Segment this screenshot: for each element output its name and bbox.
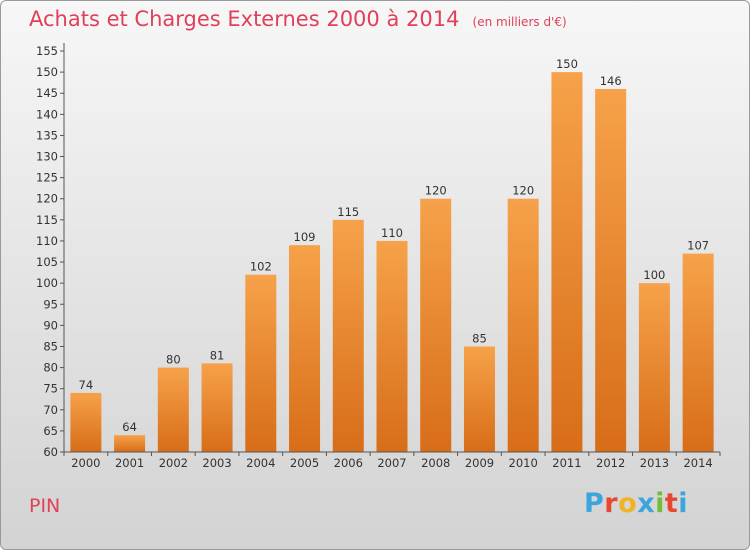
y-tick-label: 140 [36, 107, 58, 121]
x-tick-label-2005: 2005 [290, 456, 319, 470]
data-label-2005: 109 [294, 230, 316, 244]
logo-letter: P [584, 488, 605, 519]
bar-2001 [114, 435, 146, 452]
bar-2006 [332, 219, 364, 452]
y-tick-label: 80 [43, 361, 58, 375]
x-tick-label-2010: 2010 [509, 456, 538, 470]
y-tick-label: 85 [43, 339, 58, 353]
x-tick-label-2014: 2014 [683, 456, 712, 470]
x-tick-label-2003: 2003 [202, 456, 231, 470]
x-tick-label-2000: 2000 [71, 456, 100, 470]
bar-2008 [420, 198, 452, 452]
data-label-2006: 115 [337, 205, 359, 219]
chart-subtitle: (en milliers d'€) [472, 15, 567, 29]
y-tick-label: 65 [43, 424, 58, 438]
logo-letter: t [664, 488, 679, 519]
data-label-2012: 146 [600, 74, 622, 88]
y-tick-label: 150 [36, 65, 58, 79]
bar-2012 [595, 88, 627, 452]
bar-2005 [289, 245, 321, 452]
y-tick-label: 135 [36, 128, 58, 142]
title-row: Achats et Charges Externes 2000 à 2014 (… [29, 7, 567, 31]
bar-2010 [507, 198, 539, 452]
y-tick-label: 75 [43, 382, 58, 396]
data-label-2000: 74 [79, 378, 94, 392]
y-tick-label: 105 [36, 255, 58, 269]
proxiti-logo: Proxiti [584, 488, 688, 519]
y-tick-label: 90 [43, 318, 58, 332]
data-labels: 74 64 80 81 102 109 115 110 120 85 120 150 146 100 107 [79, 57, 710, 434]
x-tick-label-2007: 2007 [377, 456, 406, 470]
x-tick-label-2011: 2011 [552, 456, 581, 470]
y-axis: 60 65 70 75 80 85 90 95 100 105 110 115 120 125 130 135… [36, 43, 65, 459]
chart-title: Achats et Charges Externes 2000 à 2014 [29, 7, 460, 31]
x-tick-label-2004: 2004 [246, 456, 275, 470]
logo-letter: x [637, 488, 656, 519]
bar-2004 [245, 274, 277, 452]
bar-2002 [157, 367, 189, 452]
x-tick-label-2013: 2013 [640, 456, 669, 470]
x-tick-label-2009: 2009 [465, 456, 494, 470]
x-tick-label-2012: 2012 [596, 456, 625, 470]
y-tick-label: 110 [36, 234, 58, 248]
x-tick-label-2002: 2002 [159, 456, 188, 470]
y-tick-label: 60 [43, 445, 58, 459]
y-tick-label: 100 [36, 276, 58, 290]
y-tick-label: 70 [43, 403, 58, 417]
y-tick-label: 155 [36, 44, 58, 58]
bar-2003 [201, 363, 233, 452]
bar-2009 [463, 346, 495, 452]
bar-2014 [682, 253, 714, 452]
logo-letter: r [604, 488, 619, 519]
y-tick-label: 95 [43, 297, 58, 311]
bar-2013 [638, 283, 670, 452]
commune-name: PIN [29, 495, 61, 517]
y-tick-label: 130 [36, 150, 58, 164]
data-label-2007: 110 [381, 226, 403, 240]
data-label-2003: 81 [210, 348, 225, 362]
x-tick-label-2008: 2008 [421, 456, 450, 470]
data-label-2008: 120 [425, 184, 447, 198]
data-label-2011: 150 [556, 57, 578, 71]
data-label-2013: 100 [643, 268, 665, 282]
data-label-2004: 102 [250, 260, 272, 274]
data-label-2010: 120 [512, 184, 534, 198]
x-axis: 2000 2001 2002 2003 2004 2005 2006 2007 2008 2009… [63, 451, 721, 470]
y-tick-label: 120 [36, 192, 58, 206]
y-tick-label: 145 [36, 86, 58, 100]
x-tick-label-2001: 2001 [115, 456, 144, 470]
logo-letter: i [655, 488, 665, 519]
data-label-2002: 80 [166, 353, 181, 367]
x-tick-label-2006: 2006 [334, 456, 363, 470]
bar-2000 [70, 392, 102, 452]
y-tick-label: 115 [36, 213, 58, 227]
data-label-2001: 64 [122, 420, 137, 434]
y-tick-label: 125 [36, 171, 58, 185]
bar-2007 [376, 240, 408, 452]
bars [70, 72, 714, 453]
bar-2011 [551, 72, 583, 453]
data-label-2009: 85 [472, 331, 487, 345]
data-label-2014: 107 [687, 239, 709, 253]
logo-letter: i [678, 488, 689, 519]
logo-letter: o [618, 488, 638, 519]
